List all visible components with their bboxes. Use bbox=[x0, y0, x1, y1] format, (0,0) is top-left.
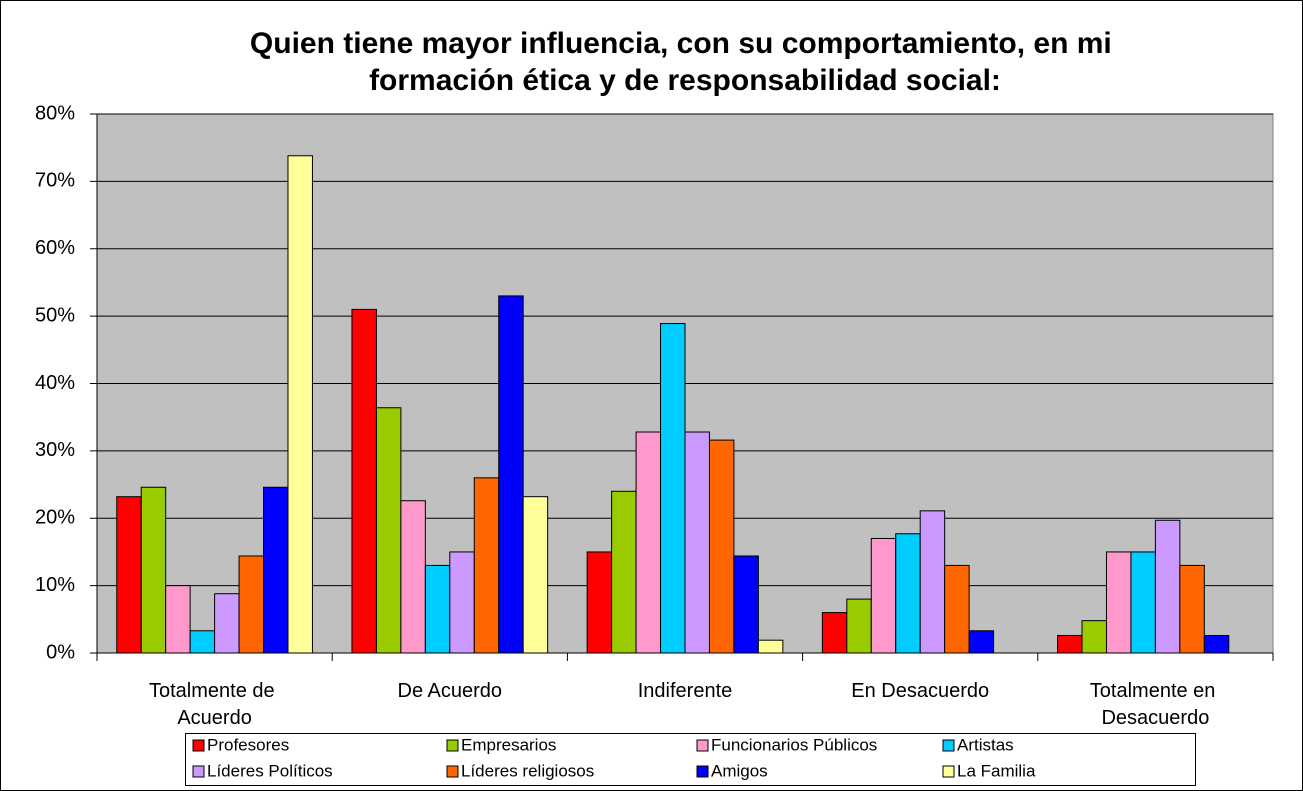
legend-swatch bbox=[942, 765, 955, 778]
bar bbox=[287, 155, 313, 654]
y-tick-label: 30% bbox=[35, 439, 75, 461]
bar bbox=[919, 510, 946, 654]
bar bbox=[968, 630, 995, 654]
bar bbox=[238, 555, 265, 654]
bar bbox=[351, 308, 377, 654]
bar bbox=[635, 431, 662, 654]
legend-swatch bbox=[192, 739, 205, 752]
bar bbox=[214, 593, 240, 654]
bar bbox=[449, 551, 475, 654]
legend-swatch bbox=[446, 765, 459, 778]
x-tick-label: Indiferente bbox=[638, 680, 733, 702]
bar bbox=[189, 630, 216, 654]
bar bbox=[733, 555, 759, 654]
bar bbox=[375, 407, 402, 654]
legend-swatch bbox=[192, 765, 205, 778]
legend-label: Líderes religiosos bbox=[461, 761, 594, 780]
bar bbox=[140, 486, 167, 654]
bar bbox=[165, 585, 191, 654]
legend-label: Artistas bbox=[957, 735, 1014, 754]
bar bbox=[424, 564, 451, 654]
bar bbox=[1179, 564, 1205, 654]
y-tick-label: 20% bbox=[35, 507, 75, 529]
bar bbox=[1130, 551, 1156, 654]
bar bbox=[522, 496, 549, 654]
y-tick-label: 80% bbox=[35, 102, 75, 124]
bar bbox=[944, 564, 970, 654]
bar bbox=[660, 323, 686, 654]
bar bbox=[870, 537, 897, 654]
y-tick-label: 40% bbox=[35, 372, 75, 394]
legend-label: Funcionarios Públicos bbox=[711, 735, 877, 754]
bar bbox=[400, 500, 426, 654]
legend-label: Empresarios bbox=[461, 735, 556, 754]
legend-swatch bbox=[696, 739, 709, 752]
bar bbox=[895, 533, 921, 654]
bar bbox=[263, 486, 289, 654]
bar bbox=[498, 295, 524, 654]
chart-title: Quien tiene mayor influencia, con su com… bbox=[250, 27, 1120, 97]
bar bbox=[846, 598, 872, 654]
bar bbox=[1081, 620, 1107, 654]
legend-swatch bbox=[942, 739, 955, 752]
legend bbox=[185, 733, 1196, 786]
bar bbox=[757, 639, 784, 654]
y-tick-label: 70% bbox=[35, 170, 75, 192]
bar bbox=[684, 431, 710, 654]
bar bbox=[821, 612, 848, 654]
bar bbox=[1105, 551, 1132, 654]
bar bbox=[1057, 634, 1083, 654]
legend-swatch bbox=[446, 739, 459, 752]
legend-swatch bbox=[696, 765, 709, 778]
legend-label: Líderes Políticos bbox=[207, 761, 333, 780]
bar bbox=[708, 439, 735, 654]
y-tick-label: 50% bbox=[35, 304, 75, 326]
y-tick-label: 10% bbox=[35, 574, 75, 596]
bar bbox=[1203, 634, 1230, 654]
x-tick-label: De Acuerdo bbox=[398, 680, 503, 702]
x-tick-label: Totalmente de Acuerdo bbox=[149, 680, 280, 729]
bar bbox=[611, 490, 637, 654]
x-tick-label: En Desacuerdo bbox=[851, 680, 989, 702]
legend-label: La Familia bbox=[957, 761, 1036, 780]
legend-label: Profesores bbox=[207, 735, 289, 754]
bar bbox=[1154, 519, 1181, 654]
y-tick-label: 0% bbox=[46, 641, 75, 663]
x-tick-label: Totalmente en Desacuerdo bbox=[1090, 680, 1221, 729]
legend-label: Amigos bbox=[711, 761, 768, 780]
bar bbox=[586, 551, 613, 654]
bar bbox=[473, 477, 500, 654]
bar bbox=[116, 496, 142, 654]
y-tick-label: 60% bbox=[35, 237, 75, 259]
